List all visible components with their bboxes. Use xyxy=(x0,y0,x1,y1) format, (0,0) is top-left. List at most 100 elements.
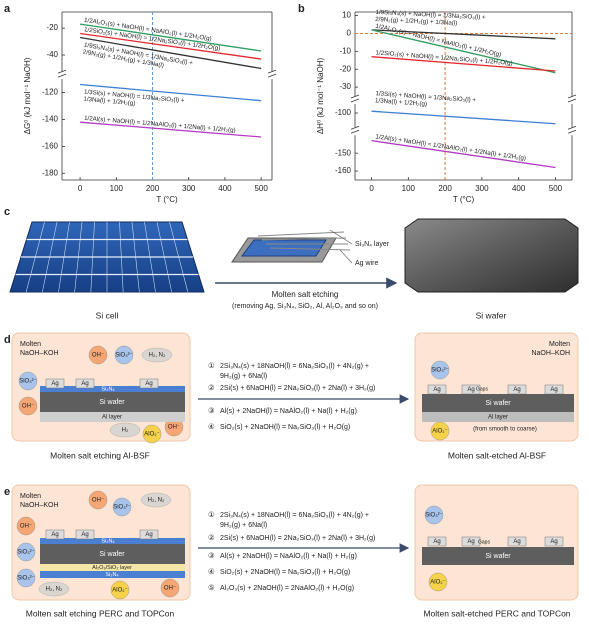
ion-label: OH⁻ xyxy=(92,498,104,504)
ag-wires xyxy=(257,231,351,251)
label: Al(s) + 2NaOH(l) = NaAlO₂(l) + Na(l) + H… xyxy=(220,408,357,415)
y-tick-label: -10 xyxy=(339,46,351,55)
series-line xyxy=(371,140,556,169)
label: Si wafer xyxy=(485,400,511,407)
passivation-layer xyxy=(40,564,185,571)
label: NaOH–KOH xyxy=(20,350,59,357)
label: Ag xyxy=(467,539,474,545)
ion xyxy=(114,345,134,365)
axis-break xyxy=(57,69,67,74)
al-layer xyxy=(40,412,185,422)
ion-label: OH⁻ xyxy=(164,586,176,592)
y-tick-label: -40 xyxy=(46,50,58,59)
gas-bubble xyxy=(38,581,70,597)
ion xyxy=(160,578,180,598)
label: Al layer xyxy=(102,415,122,421)
label: ① xyxy=(208,510,215,519)
equation-bg xyxy=(206,551,398,561)
label: Molten xyxy=(20,341,41,348)
x-tick-label: 100 xyxy=(110,184,124,193)
label: Si₃N₄ xyxy=(101,538,115,544)
ion-label: OH⁻ xyxy=(22,404,34,410)
label: ⑤ xyxy=(208,583,215,592)
label: Molten xyxy=(20,493,41,500)
panel-label: b xyxy=(298,3,305,15)
al-layer xyxy=(422,412,574,422)
label: Si wafer xyxy=(99,551,125,558)
ion-label: SiO₃²⁻ xyxy=(17,576,35,582)
y-tick-label: -30 xyxy=(339,82,351,91)
leader xyxy=(329,229,353,245)
caption: Molten salt-etched PERC and TOPCon xyxy=(423,608,570,618)
ion-label: AlO₂⁻ xyxy=(144,432,160,438)
series-label: 1/3Si(s) + NaOH(l) = 1/3Na₂SiO₃(l) + 1/3… xyxy=(83,88,186,111)
axis-break xyxy=(350,125,360,130)
axis-break xyxy=(350,129,360,134)
x-tick-label: 0 xyxy=(369,184,374,193)
y-tick-label: -150 xyxy=(335,148,352,157)
equation-bg xyxy=(206,422,398,432)
ion xyxy=(88,345,108,365)
si3n4-layer xyxy=(40,571,185,578)
y-tick-label: -160 xyxy=(335,166,352,175)
series-line xyxy=(80,83,262,102)
si-wafer-layer xyxy=(40,392,185,412)
equation-bg xyxy=(206,567,398,577)
panel-label: d xyxy=(4,334,11,346)
x-tick-label: 300 xyxy=(182,184,196,193)
ion-label: AlO₂⁻ xyxy=(430,580,446,586)
equation-bg xyxy=(206,383,398,393)
ag-contact xyxy=(75,378,95,389)
label: 2Si₃N₄(s) + 18NaOH(l) = 6Na₂SiO₃(l) + 4N… xyxy=(220,363,369,370)
ion-label: SiO₃²⁻ xyxy=(19,379,37,385)
setup-label: Si₃N₄ layer xyxy=(355,241,390,248)
caption: Molten salt etching Al-BSF xyxy=(50,450,150,460)
label: ③ xyxy=(208,406,215,415)
ion-label: H₂, N₂ xyxy=(46,587,63,593)
label: NaOH–KOH xyxy=(531,350,570,357)
ion xyxy=(428,572,448,592)
panel-label: c xyxy=(4,206,10,218)
y-tick-label: -20 xyxy=(339,64,351,73)
series-line xyxy=(79,36,262,70)
axis-break xyxy=(57,73,67,78)
ion-label: H₂, N₂ xyxy=(148,498,165,504)
si-wafer-layer xyxy=(40,544,185,564)
caption: Molten salt-etched Al-BSF xyxy=(448,450,546,460)
label: Ag xyxy=(513,387,520,393)
setup-label: Ag wire xyxy=(355,260,378,267)
y-tick-label: -100 xyxy=(335,108,352,117)
arrow-label: Molten salt etching xyxy=(272,290,339,299)
axis-break xyxy=(350,94,360,99)
x-tick-label: 400 xyxy=(512,184,526,193)
x-tick-label: 200 xyxy=(438,184,452,193)
series-label: 1/3Si(s) + NaOH(l) = 1/3Na₂SiO₃(l) + 1/3… xyxy=(375,90,478,111)
label: ④ xyxy=(208,567,215,576)
label: ④ xyxy=(208,422,215,431)
label: ① xyxy=(208,361,215,370)
series-line xyxy=(371,29,556,74)
label: 2Si(s) + 6NaOH(l) = 2Na₂SiO₃(l) + 2Na(l)… xyxy=(220,535,375,542)
label: Molten xyxy=(549,341,570,348)
ag-contact xyxy=(45,378,65,389)
label: Si wafer xyxy=(99,399,125,406)
ion xyxy=(18,371,38,391)
axis-break xyxy=(350,98,360,103)
label: Si wafer xyxy=(485,553,511,560)
y-tick-label: -160 xyxy=(42,141,59,150)
series-line xyxy=(80,121,262,138)
gas-bubble xyxy=(141,347,173,363)
ion xyxy=(88,490,108,510)
ion xyxy=(110,580,130,600)
y-tick-label: -120 xyxy=(42,88,59,97)
series-label: 1/9Si₃N₄(s) + NaOH(l) = 1/3Na₂SiO₃(l) + … xyxy=(375,9,487,29)
label: Si₃N₄ xyxy=(105,572,119,578)
ag-contact xyxy=(139,529,159,540)
equation-bg xyxy=(206,533,398,543)
ag-contact xyxy=(544,536,564,547)
series-line xyxy=(80,23,262,52)
caption: Si wafer xyxy=(476,310,507,320)
arrow-note: (removing Ag, Si₃N₄, SiO₂, Al, Al₂O₃ and… xyxy=(232,303,378,310)
si-wafer xyxy=(404,218,579,293)
